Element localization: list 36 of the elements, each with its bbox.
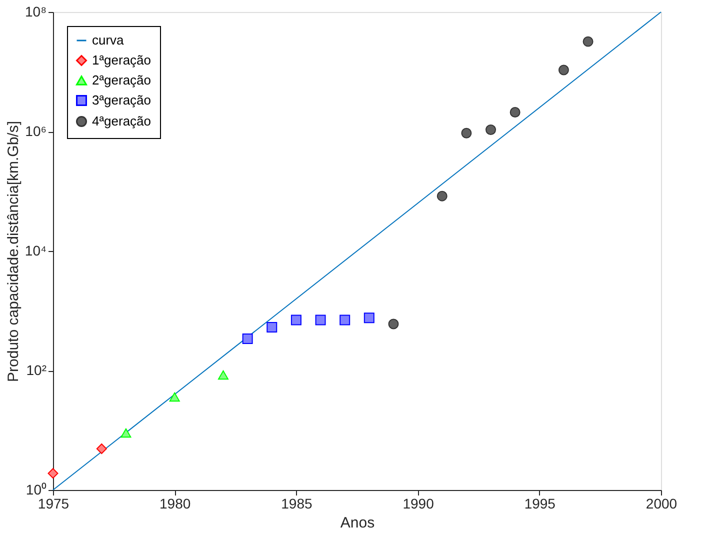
x-tick-label: 1975 <box>38 496 70 512</box>
x-tick-label: 2000 <box>646 496 678 512</box>
point <box>486 124 496 135</box>
legend-label: 1ªgeração <box>92 52 152 68</box>
point <box>340 314 350 326</box>
y-tick-label: 10⁰ <box>26 482 46 498</box>
point <box>290 314 302 326</box>
point <box>558 64 569 76</box>
point <box>242 334 253 344</box>
point <box>436 190 448 202</box>
point <box>96 444 107 454</box>
legend-label: 3ªgeração <box>92 92 152 108</box>
legend-label: curva <box>92 32 125 48</box>
legend-label: 4ªgeração <box>92 114 152 128</box>
point <box>388 318 399 330</box>
point <box>169 392 180 402</box>
point <box>315 314 326 326</box>
point <box>266 322 278 332</box>
x-tick-label: 1985 <box>281 496 312 512</box>
y-axis-title: Produto capacidade.distância[km.Gb/s] <box>4 121 22 382</box>
y-tick-label: 10⁶ <box>25 123 46 139</box>
y-tick-label: 10² <box>26 362 47 378</box>
y-tick-label: 10⁴ <box>24 242 46 258</box>
x-tick-label: 1990 <box>402 496 434 512</box>
x-tick-label: 1980 <box>160 496 191 512</box>
y-tick-label: 10⁸ <box>25 4 47 20</box>
point <box>48 468 58 479</box>
point <box>582 36 594 47</box>
legend-label: 2ªgeração <box>92 72 152 88</box>
point <box>461 128 472 138</box>
point <box>364 312 374 324</box>
point <box>510 107 520 118</box>
point <box>218 370 228 380</box>
point <box>120 428 132 438</box>
x-axis-title: Anos <box>340 514 375 532</box>
x-tick-label: 1995 <box>524 496 556 512</box>
